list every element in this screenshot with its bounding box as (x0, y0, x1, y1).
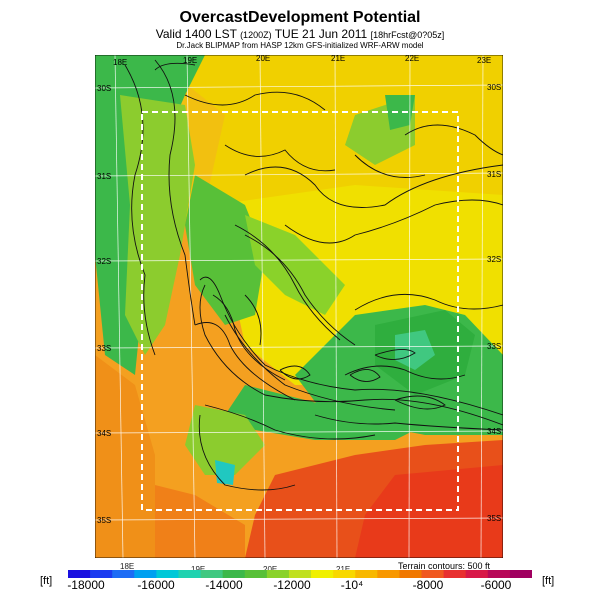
color-scale-bar (68, 570, 532, 578)
right-lat-label: 35S (487, 514, 501, 523)
left-lat-label: 34S (97, 429, 111, 438)
right-lat-label: 32S (487, 255, 501, 264)
right-lat-label: 31S (487, 170, 501, 179)
inner-domain-box (141, 111, 459, 511)
legend-tick-label: -6000 (480, 578, 512, 592)
color-scale-swatch (156, 570, 179, 578)
valid-date: TUE 21 Jun 2011 (274, 27, 368, 41)
bottom-lon-label: 20E (263, 565, 278, 574)
color-scale-swatch (421, 570, 445, 578)
top-lon-label: 19E (183, 56, 197, 65)
color-scale-swatch (288, 570, 312, 578)
bottom-lon-label: 21E (336, 565, 351, 574)
color-scale-swatch (333, 570, 356, 578)
model-line: Dr.Jack BLIPMAP from HASP 12km GFS-initi… (176, 41, 424, 50)
bottom-lon-label: 18E (120, 562, 135, 571)
forecast-note: [18hrFcst@0?05z] (370, 30, 445, 40)
color-scale-swatch (68, 570, 91, 578)
right-lat-label: 34S (487, 427, 501, 436)
valid-time-line: Valid 1400 LST (1200Z) TUE 21 Jun 2011 [… (0, 27, 600, 41)
left-lat-label: 31S (97, 172, 111, 181)
color-scale-swatch (134, 570, 157, 578)
color-scale-swatch (487, 570, 511, 578)
color-scale-swatch (112, 570, 135, 578)
legend-tick-label: -16000 (137, 578, 175, 592)
legend-unit-right: [ft] (542, 575, 555, 587)
right-lat-label: 30S (487, 83, 501, 92)
graticule (95, 55, 503, 558)
bottom-lon-label: 19E (191, 565, 206, 574)
valid-prefix: Valid 1400 LST (155, 27, 237, 41)
color-scale-swatch (266, 570, 290, 578)
color-scale-swatch (465, 570, 489, 578)
color-scale-swatch (222, 570, 246, 578)
color-scale-swatch (244, 570, 268, 578)
legend-tick-label: -18000 (67, 578, 105, 592)
left-lat-label: 35S (97, 516, 111, 525)
legend-tick-label: -12000 (273, 578, 311, 592)
color-scale-swatch (443, 570, 467, 578)
top-lon-label: 21E (331, 55, 345, 63)
color-scale-swatch (178, 570, 202, 578)
legend-tick-label: -10⁴ (340, 578, 364, 592)
forecast-map: 18E 19E 20E 21E 22E 23E 18E 30S 31S 32S … (95, 55, 503, 558)
left-lat-label: 30S (97, 84, 111, 93)
color-scale-swatch (200, 570, 224, 578)
terrain-contours (124, 59, 503, 491)
legend-tick-label: -8000 (412, 578, 444, 592)
top-lon-label: 20E (256, 55, 270, 63)
color-scale-swatch (355, 570, 378, 578)
top-lon-label: 18E (113, 58, 127, 67)
top-lon-label: 23E (477, 56, 491, 65)
color-scale-swatch (311, 570, 334, 578)
legend-tick-label: -14000 (205, 578, 243, 592)
color-scale-swatch (399, 570, 423, 578)
color-scale-swatch (509, 570, 532, 578)
right-lat-label: 33S (487, 342, 501, 351)
map-title: OvercastDevelopment Potential (179, 9, 421, 26)
valid-utc: (1200Z) (240, 30, 272, 40)
left-lat-label: 32S (97, 257, 111, 266)
top-lon-label: 22E (405, 55, 419, 63)
color-scale-swatch (90, 570, 113, 578)
color-scale-swatch (377, 570, 400, 578)
legend-unit-left: [ft] (40, 575, 53, 587)
left-lat-label: 33S (97, 344, 111, 353)
terrain-contour-note: Terrain contours: 500 ft (398, 561, 491, 571)
